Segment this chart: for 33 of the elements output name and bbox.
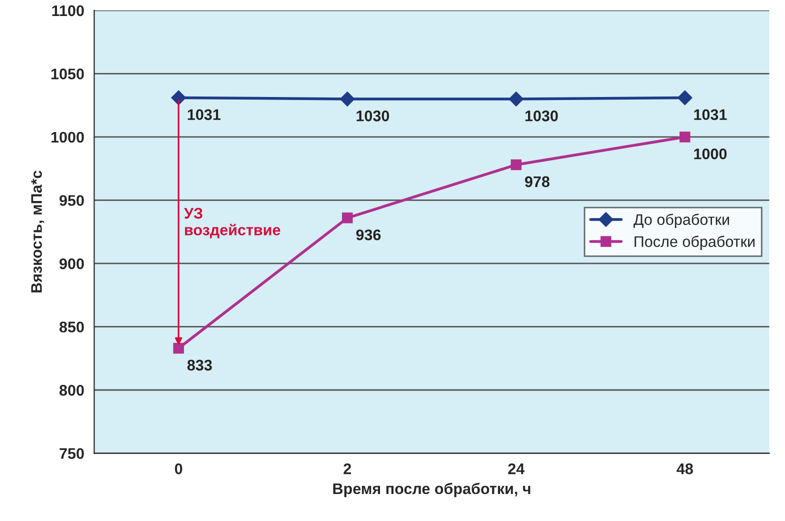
legend-label: До обработки — [634, 214, 729, 228]
point — [173, 342, 184, 354]
y-axis-title: Вязкость, мПа*с — [31, 170, 44, 292]
y-tick-label: 950 — [60, 195, 84, 206]
point — [680, 132, 690, 142]
y-tick-label: 1000 — [51, 132, 84, 143]
y-tick-label: 800 — [59, 384, 84, 396]
data-label: 1031 — [188, 109, 220, 120]
y-tick-label: 1050 — [51, 68, 84, 80]
data-label: 1000 — [694, 148, 727, 160]
point — [508, 92, 524, 106]
y-tick-label: 900 — [60, 258, 84, 270]
x-tick-label: 0 — [174, 463, 182, 474]
data-label: 1030 — [525, 110, 558, 122]
point — [171, 90, 186, 106]
y-tick-label: 750 — [60, 448, 84, 459]
annotation: УЗ воздействие — [184, 208, 280, 238]
data-label: 1031 — [694, 109, 727, 120]
x-tick-label: 48 — [676, 463, 693, 474]
point — [678, 90, 692, 106]
data-label: 833 — [187, 360, 212, 371]
data-label: 936 — [356, 229, 381, 240]
point — [510, 159, 522, 170]
point — [342, 212, 353, 224]
legend-label: После обработки — [634, 236, 754, 250]
x-tick-label: 24 — [508, 463, 525, 474]
y-tick-label: 850 — [59, 322, 84, 332]
data-label: 1030 — [356, 110, 390, 122]
point — [340, 92, 355, 106]
x-tick-label: 2 — [344, 463, 351, 474]
y-tick-label: 1100 — [52, 5, 84, 16]
x-axis-title: Время после обработки, ч — [333, 482, 530, 498]
data-label: 978 — [525, 176, 550, 188]
